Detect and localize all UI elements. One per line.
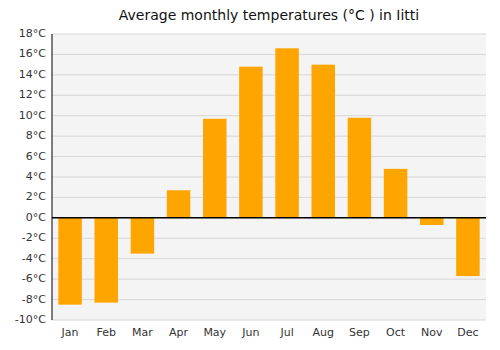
bar xyxy=(131,218,155,254)
chart: -10°C -8°C -6°C -4°C -2°C 0°C 2°C 4°C 6°C 8°C 10°C… xyxy=(0,0,500,350)
bar xyxy=(167,190,191,218)
bar xyxy=(311,65,335,218)
chart-container: -10°C -8°C -6°C -4°C -2°C 0°C 2°C 4°C 6°C 8°C 10°C… xyxy=(0,0,500,350)
grid xyxy=(52,34,486,320)
x-tick-label: Jan xyxy=(61,326,79,339)
bars xyxy=(52,48,486,304)
x-tick-label: Mar xyxy=(132,326,153,339)
bar xyxy=(384,169,408,218)
x-tick-label: Oct xyxy=(386,326,406,339)
x-tick-label: May xyxy=(203,326,226,339)
grid-line xyxy=(52,177,486,178)
grid-line xyxy=(52,156,486,157)
grid-line xyxy=(52,34,486,35)
y-tick-label: 14°C xyxy=(19,68,46,81)
x-tick-label: Sep xyxy=(349,326,370,339)
x-tick-label: Dec xyxy=(457,326,478,339)
y-tick-label: -10°C xyxy=(15,313,46,326)
bar xyxy=(58,218,82,305)
bar xyxy=(275,48,299,218)
x-tick-label: Jun xyxy=(241,326,259,339)
y-ticks: -10°C -8°C -6°C -4°C -2°C 0°C 2°C 4°C 6°C 8°C 10°C… xyxy=(15,27,46,326)
grid-line xyxy=(52,54,486,55)
plot-background xyxy=(52,34,486,320)
x-tick-label: Aug xyxy=(313,326,334,339)
y-tick-label: -8°C xyxy=(22,293,46,306)
x-tick-label: Apr xyxy=(169,326,189,339)
bar xyxy=(420,218,444,225)
grid-line xyxy=(52,95,486,96)
grid-line xyxy=(52,115,486,116)
y-tick-label: 6°C xyxy=(26,150,46,163)
y-tick-label: 4°C xyxy=(26,170,46,183)
y-tick-label: 8°C xyxy=(26,129,46,142)
y-tick-label: -6°C xyxy=(22,272,46,285)
x-ticks: Jan Feb Mar Apr May Jun Jul Aug Sep Oct Nov Dec xyxy=(61,326,479,339)
bar xyxy=(203,119,227,218)
grid-line xyxy=(52,197,486,198)
bar xyxy=(239,67,263,218)
bar xyxy=(348,118,372,218)
grid-line xyxy=(52,320,486,321)
x-tick-label: Feb xyxy=(97,326,116,339)
grid-line xyxy=(52,217,486,218)
grid-line xyxy=(52,74,486,75)
title: Average monthly temperatures (°C ) in Ii… xyxy=(119,7,419,23)
y-tick-label: 2°C xyxy=(26,190,46,203)
bar xyxy=(94,218,118,303)
bar xyxy=(456,218,480,276)
y-tick-label: 18°C xyxy=(19,27,46,40)
grid-line xyxy=(52,136,486,137)
x-tick-label: Nov xyxy=(421,326,443,339)
y-axis-line xyxy=(52,34,53,320)
x-tick-label: Jul xyxy=(279,326,293,339)
y-tick-label: 0°C xyxy=(26,211,46,224)
y-tick-label: 10°C xyxy=(19,109,46,122)
y-tick-label: -2°C xyxy=(22,231,46,244)
baseline xyxy=(52,217,486,219)
y-tick-label: -4°C xyxy=(22,252,46,265)
y-tick-label: 16°C xyxy=(19,47,46,60)
y-tick-label: 12°C xyxy=(19,88,46,101)
